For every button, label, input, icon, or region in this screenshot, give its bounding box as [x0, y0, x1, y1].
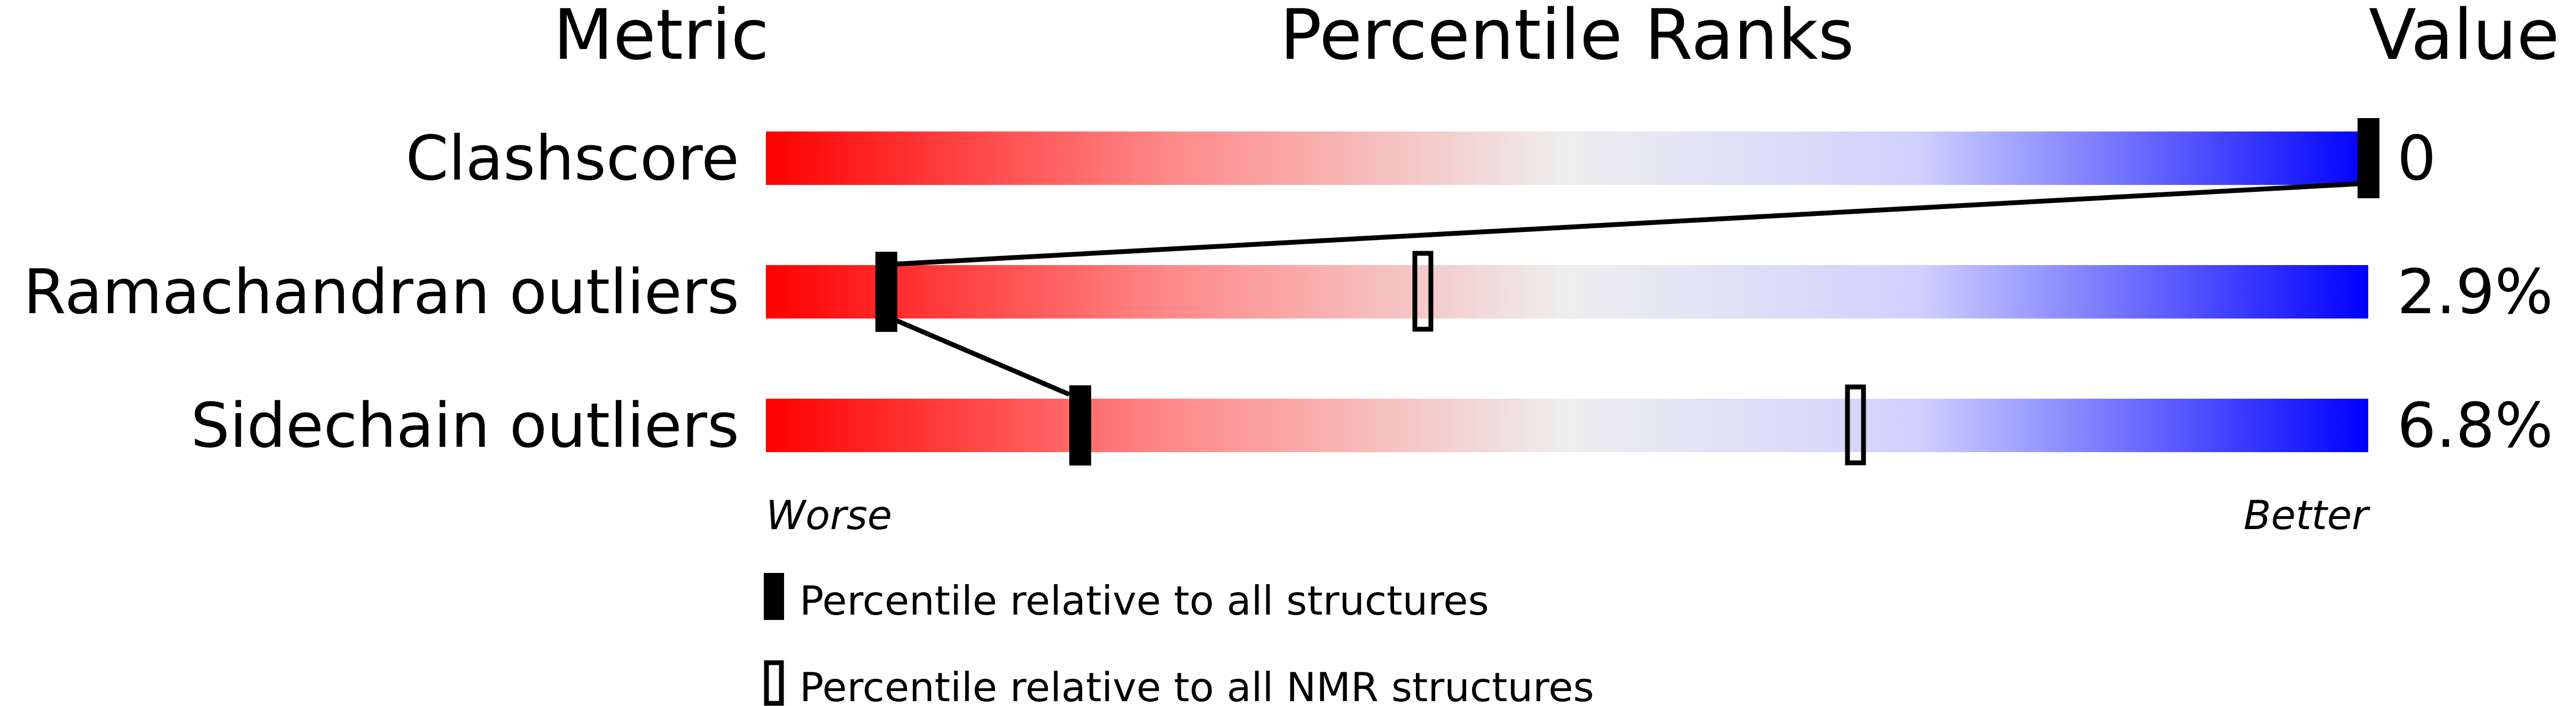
connector-line — [896, 318, 1070, 397]
all-percentile-marker — [1069, 385, 1091, 466]
percentile-bar — [766, 399, 2368, 452]
metric-label: Sidechain outliers — [191, 390, 739, 462]
metric-value: 2.9% — [2397, 257, 2553, 328]
all-percentile-marker — [2358, 118, 2379, 198]
header-percentile: Percentile Ranks — [1280, 0, 1854, 75]
metric-label: Clashscore — [405, 123, 739, 195]
all-percentile-marker — [875, 252, 897, 332]
metric-value: 0 — [2397, 123, 2436, 195]
percentile-bar — [766, 265, 2368, 319]
worse-label: Worse — [766, 492, 892, 539]
header-metric: Metric — [553, 0, 769, 75]
header-value: Value — [2369, 0, 2559, 75]
legend-nmr-label: Percentile relative to all NMR structure… — [800, 664, 1594, 706]
nmr-percentile-marker — [1845, 384, 1866, 466]
metric-value: 6.8% — [2397, 390, 2553, 462]
legend-outline-marker — [764, 660, 784, 706]
legend-all-label: Percentile relative to all structures — [800, 577, 1489, 624]
metric-label: Ramachandran outliers — [24, 257, 739, 328]
percentile-bar — [766, 131, 2368, 185]
nmr-percentile-marker — [1412, 251, 1434, 332]
legend-filled-marker — [764, 573, 784, 620]
better-label: Better — [2244, 492, 2371, 539]
connector-line — [896, 181, 2358, 267]
